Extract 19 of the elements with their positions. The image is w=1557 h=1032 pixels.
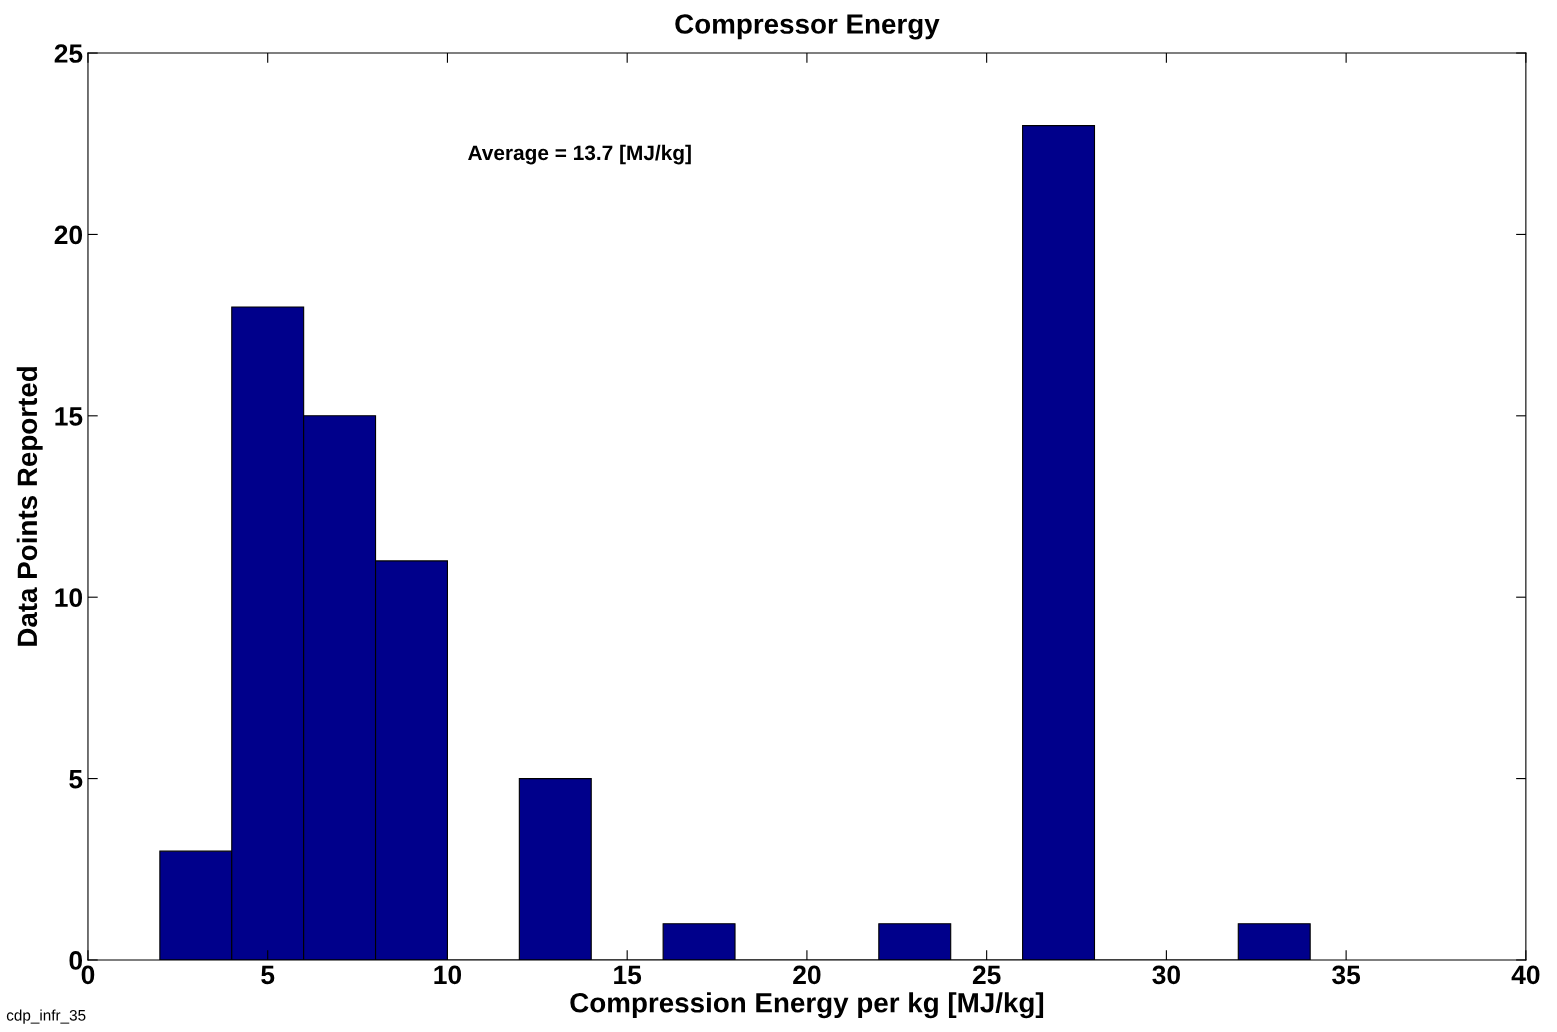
x-tick-label: 35	[1332, 965, 1361, 985]
y-tick-label: 15	[55, 407, 83, 426]
x-tick-label: 15	[614, 965, 642, 985]
x-tick-label: 20	[793, 965, 821, 985]
y-axis-title: Data Points Reported	[16, 367, 43, 646]
x-tick-label: 25	[972, 965, 1001, 985]
x-tick-label: 40	[1511, 965, 1540, 985]
x-tick-label: 5	[261, 965, 275, 985]
text: cdp_infr_35	[6, 1009, 86, 1024]
y-tick-label: 20	[54, 225, 83, 245]
y-tick-label: 10	[55, 588, 83, 608]
y-tick-label: 0	[69, 951, 83, 970]
chart-title: Compressor Energy	[675, 14, 940, 40]
x-axis-title: Compression Energy per kg [MJ/kg]	[570, 992, 1044, 1019]
y-tick-label: 25	[54, 44, 83, 63]
y-tick-label: 5	[69, 769, 83, 789]
x-tick-label: 30	[1152, 965, 1180, 985]
annotation: Average = 13.7 [MJ/kg]	[468, 144, 691, 165]
x-tick-label: 10	[434, 965, 462, 985]
